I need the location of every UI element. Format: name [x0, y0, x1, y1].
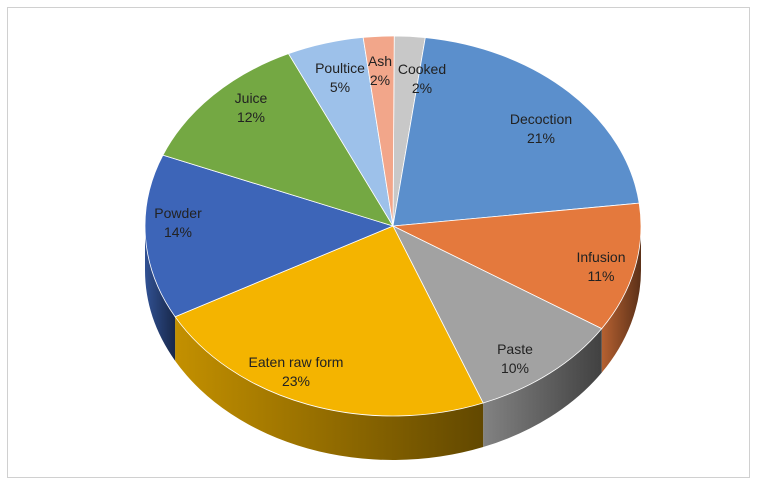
slice-label-ash: Ash — [368, 53, 392, 69]
slice-value-ash: 2% — [370, 72, 390, 88]
pie-sides — [145, 226, 641, 461]
slice-label-eaten-raw-form: Eaten raw form — [249, 354, 344, 370]
slice-side-powder — [145, 226, 176, 361]
slice-paste — [392, 225, 603, 404]
pie-tops — [144, 35, 642, 417]
slice-label-juice: Juice — [235, 90, 268, 106]
slice-value-infusion: 11% — [588, 268, 615, 284]
slice-value-decoction: 21% — [527, 130, 555, 146]
slice-value-juice: 12% — [237, 109, 265, 125]
slice-value-cooked: 2% — [412, 80, 432, 96]
slice-value-paste: 10% — [501, 360, 529, 376]
slice-label-infusion: Infusion — [576, 249, 625, 265]
slice-side-paste — [483, 328, 602, 448]
slice-label-cooked: Cooked — [398, 61, 446, 77]
slice-label-poultice: Poultice — [315, 60, 365, 76]
slice-infusion — [391, 202, 642, 330]
slice-labels: Cooked 2% Decoction 21% Infusion 11% Paste 10% E… — [154, 53, 625, 389]
slice-side-infusion — [601, 226, 641, 373]
slice-value-eaten-raw-form: 23% — [282, 373, 310, 389]
slice-powder — [144, 154, 395, 318]
slice-label-paste: Paste — [497, 341, 533, 357]
slice-value-powder: 14% — [164, 224, 192, 240]
slice-side-eaten-raw-form — [175, 316, 484, 461]
slice-label-decoction: Decoction — [510, 111, 572, 127]
slice-ash — [362, 35, 395, 227]
slice-value-poultice: 5% — [330, 79, 350, 95]
slice-eaten-raw-form — [174, 225, 484, 417]
slice-juice — [162, 53, 394, 227]
slice-label-powder: Powder — [154, 205, 202, 221]
slice-decoction — [392, 37, 640, 227]
